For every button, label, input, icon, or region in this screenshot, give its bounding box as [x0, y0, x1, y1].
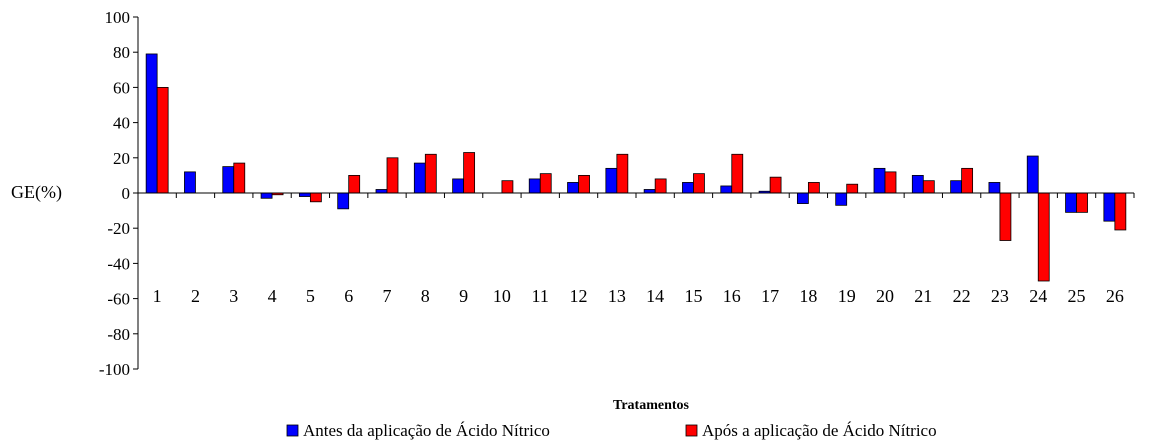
y-tick-label: 20: [113, 149, 130, 168]
y-tick-label: 0: [122, 184, 131, 203]
bar-series2-cat-24: [1037, 192, 1050, 282]
bar-series2-cat-6: [348, 174, 361, 194]
x-category-label: 10: [493, 286, 511, 306]
bar-series2-cat-7: [386, 157, 399, 194]
bar-series2-cat-21: [922, 180, 935, 194]
y-tick-label: -20: [107, 219, 130, 238]
y-tick-labels: 100 80 60 40 20 0 -20 -40 -60 -80 -100: [99, 8, 130, 379]
x-category-label: 14: [646, 286, 664, 306]
bar-series2-cat-19: [846, 183, 859, 194]
x-category-label: 6: [344, 286, 353, 306]
bar-series2-cat-13: [616, 153, 629, 194]
bar-series1-cat-2: [184, 171, 196, 194]
x-category-label: 19: [838, 286, 856, 306]
bar-series1-cat-4: [260, 192, 273, 199]
x-category-label: 3: [229, 286, 238, 306]
bar-series2-cat-16: [731, 153, 744, 194]
legend-swatch-series1: [286, 424, 299, 437]
bar-series2-cat-12: [578, 174, 590, 194]
bar-series2-cat-15: [693, 173, 705, 194]
x-category-label: 7: [383, 286, 392, 306]
x-category-label: 17: [761, 286, 779, 306]
bar-series1-cat-13: [605, 167, 618, 194]
x-category-label: 16: [723, 286, 741, 306]
bar-series1-cat-18: [796, 192, 809, 204]
bar-series2-cat-18: [807, 182, 820, 194]
bar-series1-cat-16: [720, 185, 733, 194]
legend-label-series2: Após a aplicação de Ácido Nítrico: [702, 421, 937, 440]
x-category-label: 21: [914, 286, 932, 306]
bar-series1-cat-26: [1103, 192, 1116, 222]
bar-series2-cat-8: [424, 153, 437, 194]
bar-series1-cat-25: [1065, 192, 1077, 213]
y-tick-label: -60: [107, 290, 130, 309]
bar-series2-cat-17: [769, 176, 782, 194]
x-category-label: 5: [306, 286, 315, 306]
bar-series1-cat-19: [835, 192, 848, 206]
y-tick-label: -100: [99, 360, 130, 379]
y-axis-label: GE(%): [11, 182, 62, 203]
bar-series2-cat-1: [156, 87, 169, 194]
x-category-label: 13: [608, 286, 626, 306]
x-category-label: 4: [268, 286, 277, 306]
x-category-label: 2: [191, 286, 200, 306]
legend: Antes da aplicação de Ácido Nítrico Após …: [286, 421, 937, 440]
bar-series2-cat-9: [463, 152, 476, 194]
bar-series1-cat-3: [222, 166, 235, 194]
bar-series2-cat-3: [233, 162, 246, 194]
x-category-label: 25: [1068, 286, 1086, 306]
x-category-label: 8: [421, 286, 430, 306]
bar-series1-cat-15: [682, 182, 694, 194]
x-category-label: 15: [684, 286, 702, 306]
x-category-label: 26: [1106, 286, 1124, 306]
x-category-label: 20: [876, 286, 894, 306]
bar-series1-cat-24: [1026, 155, 1039, 194]
bar-series2-cat-22: [961, 167, 974, 194]
bar-series1-cat-6: [337, 192, 350, 210]
bar-series1-cat-7: [375, 189, 388, 194]
x-category-labels: 1 2 3 4 5 6 7 8 9 10 11 12 13 14 15 16 17 18 19 20 21 22 23 24 2…: [153, 286, 1124, 306]
bar-series2-cat-20: [884, 171, 897, 194]
bars-group: [145, 53, 1127, 282]
x-axis-label: Tratamentos: [613, 398, 689, 413]
x-category-label: 22: [953, 286, 971, 306]
bar-series1-cat-12: [567, 182, 579, 194]
y-tick-label: 60: [113, 78, 130, 97]
bar-series2-cat-25: [1076, 192, 1088, 213]
x-category-label: 1: [153, 286, 162, 306]
bar-series1-cat-9: [452, 178, 465, 194]
legend-label-series1: Antes da aplicação de Ácido Nítrico: [303, 421, 550, 440]
bar-series1-cat-22: [950, 180, 963, 194]
y-tick-label: 40: [113, 114, 130, 133]
bar-series2-cat-23: [999, 192, 1012, 241]
bar-series1-cat-20: [873, 167, 886, 194]
x-category-label: 11: [532, 286, 549, 306]
bar-series1-cat-21: [911, 174, 924, 194]
y-tick-label: 100: [105, 8, 131, 27]
bar-series2-cat-26: [1114, 192, 1127, 231]
bar-series1-cat-5: [298, 192, 311, 197]
x-category-label: 12: [570, 286, 588, 306]
x-category-label: 24: [1029, 286, 1047, 306]
bar-series1-cat-14: [643, 189, 656, 194]
bar-series2-cat-5: [309, 192, 322, 203]
x-category-label: 18: [799, 286, 817, 306]
bar-series1-cat-23: [988, 182, 1001, 194]
y-tick-label: -40: [107, 254, 130, 273]
axes-group: [133, 16, 1135, 370]
bar-series1-cat-11: [528, 178, 541, 194]
y-tick-label: 80: [113, 43, 130, 62]
x-category-label: 9: [459, 286, 468, 306]
bar-series1-cat-8: [413, 162, 426, 194]
y-tick-label: -80: [107, 325, 130, 344]
x-category-label: 23: [991, 286, 1009, 306]
bar-series2-cat-14: [654, 178, 667, 194]
bar-series2-cat-11: [539, 173, 552, 194]
bar-series2-cat-10: [501, 180, 514, 194]
bar-series1-cat-1: [145, 53, 158, 194]
legend-swatch-series2: [685, 424, 698, 437]
